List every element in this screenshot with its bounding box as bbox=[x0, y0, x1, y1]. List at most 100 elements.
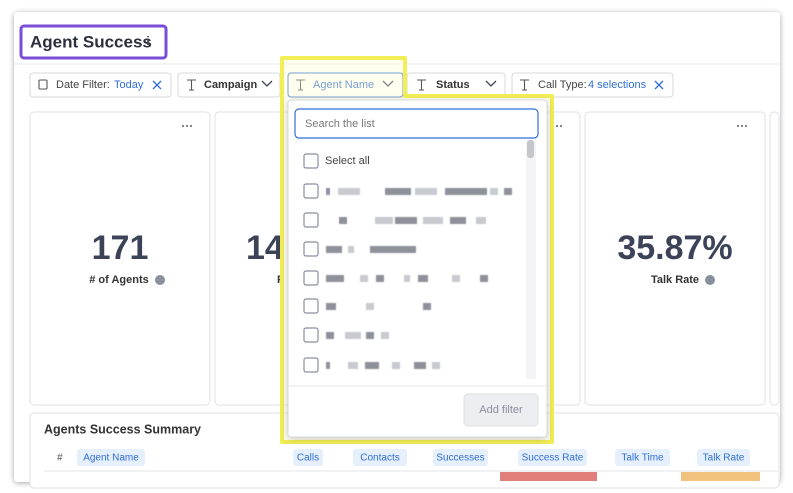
info-icon[interactable] bbox=[705, 275, 715, 285]
menu-dot bbox=[744, 124, 748, 128]
redacted-name bbox=[375, 217, 393, 224]
metric-value: 171 bbox=[92, 229, 149, 267]
redacted-name bbox=[490, 188, 498, 195]
menu-dot bbox=[181, 124, 185, 128]
checkbox[interactable] bbox=[303, 327, 319, 343]
redacted-name bbox=[476, 217, 486, 224]
menu-dot bbox=[189, 124, 193, 128]
redacted-name bbox=[504, 188, 512, 195]
info-icon[interactable]: i bbox=[146, 34, 149, 48]
menu-dot bbox=[555, 124, 559, 128]
redacted-name bbox=[376, 275, 384, 282]
redacted-name bbox=[381, 332, 389, 339]
chevron-icon bbox=[261, 80, 273, 87]
column-header-pill[interactable] bbox=[615, 449, 670, 466]
text-type-icon bbox=[187, 79, 196, 91]
column-header[interactable]: Success Rate bbox=[522, 453, 584, 464]
dropdown-panel bbox=[287, 99, 548, 438]
redacted-name bbox=[348, 246, 354, 253]
more-menu[interactable] bbox=[181, 124, 193, 128]
checkbox[interactable] bbox=[303, 183, 319, 199]
clear-icon bbox=[654, 80, 664, 90]
cell-color bbox=[500, 472, 597, 481]
redacted-name bbox=[423, 217, 443, 224]
metric-label: # of Agents bbox=[89, 274, 149, 286]
metric-label: Talk Rate bbox=[651, 274, 699, 286]
redacted-name bbox=[445, 188, 487, 195]
scroll-thumb bbox=[527, 140, 534, 158]
column-header[interactable]: Contacts bbox=[360, 453, 399, 464]
add-filter-button[interactable] bbox=[463, 393, 539, 427]
clear-icon bbox=[152, 80, 162, 90]
redacted-name bbox=[326, 332, 334, 339]
metric-card bbox=[769, 111, 780, 406]
redacted-name bbox=[450, 217, 466, 224]
checkbox[interactable] bbox=[303, 153, 319, 169]
checkbox[interactable] bbox=[303, 241, 319, 257]
cell-color bbox=[681, 472, 760, 481]
column-header[interactable]: Successes bbox=[436, 453, 484, 464]
table-title: Agents Success Summary bbox=[44, 422, 201, 436]
metric-value: 35.87% bbox=[617, 229, 732, 267]
menu-dot bbox=[559, 124, 563, 128]
redacted-name bbox=[392, 362, 400, 369]
checkbox[interactable] bbox=[303, 298, 319, 314]
redacted-name bbox=[452, 275, 460, 282]
filter-button[interactable] bbox=[511, 72, 674, 98]
redacted-name bbox=[370, 246, 416, 253]
checkbox[interactable] bbox=[303, 270, 319, 286]
redacted-name bbox=[345, 332, 361, 339]
redacted-name bbox=[326, 362, 330, 369]
redacted-name bbox=[385, 188, 411, 195]
text-type-icon bbox=[520, 79, 529, 91]
column-header-pill[interactable] bbox=[433, 449, 488, 466]
checkbox[interactable] bbox=[303, 357, 319, 373]
title-highlight bbox=[19, 24, 168, 60]
metric-card bbox=[584, 111, 766, 406]
column-header[interactable]: # bbox=[57, 453, 63, 464]
redacted-name bbox=[338, 188, 360, 195]
column-header[interactable]: Talk Time bbox=[621, 453, 664, 464]
column-header-pill[interactable] bbox=[353, 449, 407, 466]
column-header[interactable]: Calls bbox=[297, 453, 319, 464]
redacted-name bbox=[326, 303, 336, 310]
redacted-name bbox=[348, 362, 358, 369]
redacted-name bbox=[418, 275, 428, 282]
filter-label[interactable]: Date Filter: bbox=[56, 79, 110, 91]
column-header-pill[interactable] bbox=[697, 449, 750, 466]
checkbox[interactable] bbox=[303, 212, 319, 228]
redacted-name bbox=[326, 188, 330, 195]
text-type-icon bbox=[296, 79, 305, 91]
column-header-pill[interactable] bbox=[293, 449, 323, 466]
filter-label[interactable]: Call Type: bbox=[538, 79, 587, 91]
filter-label[interactable]: Status bbox=[436, 79, 470, 91]
add-filter-label[interactable]: Add filter bbox=[479, 404, 523, 416]
calendar-icon bbox=[38, 79, 48, 90]
metric-value: 14 bbox=[246, 229, 284, 267]
redacted-name bbox=[415, 188, 437, 195]
redacted-name bbox=[326, 275, 344, 282]
filter-value: 4 selections bbox=[588, 79, 647, 91]
filter-label[interactable]: Campaign bbox=[204, 79, 257, 91]
redacted-name bbox=[360, 275, 368, 282]
column-header-pill[interactable] bbox=[77, 449, 145, 466]
column-header[interactable]: Talk Rate bbox=[703, 453, 745, 464]
redacted-name bbox=[366, 303, 374, 310]
redacted-name bbox=[326, 246, 342, 253]
menu-dot bbox=[736, 124, 740, 128]
redacted-name bbox=[480, 275, 488, 282]
chevron-icon bbox=[485, 80, 497, 87]
redacted-name bbox=[414, 362, 426, 369]
redacted-name bbox=[339, 217, 347, 224]
column-header[interactable]: Agent Name bbox=[83, 453, 139, 464]
select-all-label[interactable]: Select all bbox=[325, 155, 370, 167]
info-icon[interactable] bbox=[155, 275, 165, 285]
text-type-icon bbox=[417, 79, 426, 91]
search-input[interactable] bbox=[294, 108, 539, 139]
scroll-track bbox=[526, 140, 536, 379]
filter-label[interactable]: Agent Name bbox=[313, 79, 374, 91]
filter-button[interactable] bbox=[29, 72, 172, 98]
more-menu[interactable] bbox=[736, 124, 748, 128]
column-header-pill[interactable] bbox=[518, 449, 587, 466]
